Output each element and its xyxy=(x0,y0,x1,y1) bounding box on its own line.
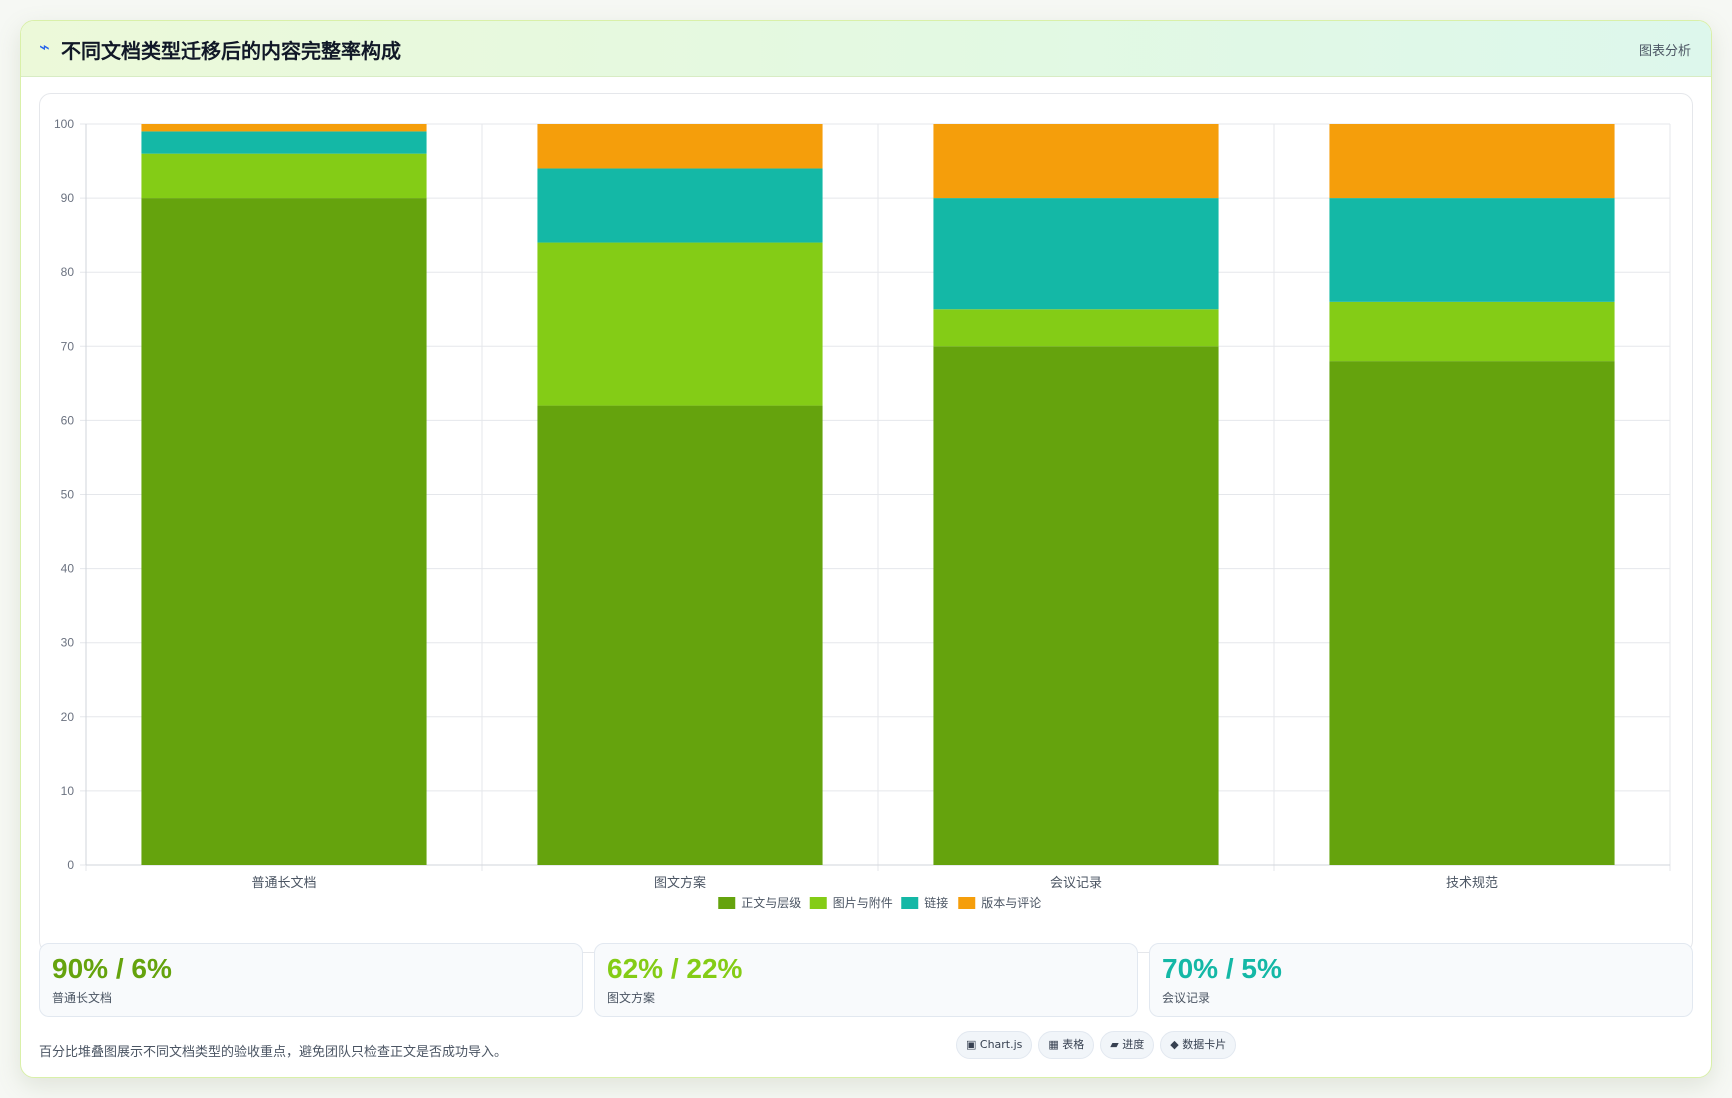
stat-value: 90% / 6% xyxy=(52,953,172,984)
stat-card: 90% / 6% 普通长文档 xyxy=(39,943,583,1017)
bar-segment xyxy=(537,124,823,169)
y-tick-label: 10 xyxy=(61,784,75,798)
y-tick-label: 90 xyxy=(61,191,75,205)
stat-value: 62% / 22% xyxy=(607,953,743,984)
y-tick-label: 30 xyxy=(61,636,75,650)
bar-segment xyxy=(1329,301,1615,362)
card-header: ⌁ 不同文档类型迁移后的内容完整率构成 图表分析 xyxy=(21,21,1711,77)
stat-label: 普通长文档 xyxy=(52,991,113,1005)
tag-chartjs[interactable]: ▣ Chart.js xyxy=(956,1031,1033,1059)
y-tick-label: 80 xyxy=(61,265,75,279)
stat-card: 62% / 22% 图文方案 xyxy=(594,943,1138,1017)
stat-label: 会议记录 xyxy=(1162,991,1211,1005)
bar-segment xyxy=(537,242,823,406)
bar-segment xyxy=(537,405,823,865)
y-tick-label: 60 xyxy=(61,413,75,427)
y-tick-label: 40 xyxy=(61,562,75,576)
tag-data-card[interactable]: ◆ 数据卡片 xyxy=(1160,1031,1237,1059)
chart-title: 不同文档类型迁移后的内容完整率构成 xyxy=(61,39,401,63)
bar-segment xyxy=(1329,198,1615,302)
legend-swatch xyxy=(718,897,736,909)
chart-footnote: 百分比堆叠图展示不同文档类型的验收重点，避免团队只检查正文是否成功导入。 xyxy=(39,1045,508,1060)
tag-progress[interactable]: ▰ 进度 xyxy=(1100,1031,1155,1059)
y-tick-label: 20 xyxy=(61,710,75,724)
bar-segment xyxy=(933,124,1219,199)
x-tick-label: 技术规范 xyxy=(1446,876,1498,891)
bar-segment xyxy=(141,124,427,132)
bar-segment xyxy=(933,346,1219,865)
stacked-bar-chart: 0 10 20 30 40 50 60 70 80 90 100 普通长文档 图文方案 会议记录 技术规范正… xyxy=(54,117,1671,910)
bar-segment xyxy=(933,309,1219,347)
bar-segment xyxy=(141,198,427,866)
tag-table[interactable]: ▦ 表格 xyxy=(1038,1031,1095,1059)
y-tick-label: 50 xyxy=(61,488,75,502)
legend-label: 链接 xyxy=(924,895,948,910)
stat-label: 图文方案 xyxy=(607,991,656,1005)
stat-cards: 90% / 6% 普通长文档 62% / 22% 图文方案 70% / 5% 会… xyxy=(39,943,1693,1017)
legend-label: 正文与层级 xyxy=(741,895,801,910)
legend-swatch xyxy=(901,897,919,909)
legend-swatch xyxy=(809,897,827,909)
chart-analysis-link[interactable]: 图表分析 xyxy=(1638,44,1691,59)
activity-icon: ⌁ xyxy=(39,37,50,58)
x-tick-label: 普通长文档 xyxy=(251,876,316,891)
legend-swatch xyxy=(958,897,976,909)
bar-segment xyxy=(933,198,1219,310)
bar-segment xyxy=(1329,124,1615,199)
x-tick-label: 图文方案 xyxy=(654,875,706,891)
bar-segment xyxy=(141,131,427,154)
y-tick-label: 0 xyxy=(67,858,74,872)
y-tick-label: 70 xyxy=(61,339,75,353)
legend-label: 图片与附件 xyxy=(833,896,893,910)
x-tick-label: 会议记录 xyxy=(1050,876,1102,891)
chart-card: ⌁ 不同文档类型迁移后的内容完整率构成 图表分析 0 10 20 30 40 50 60 70… xyxy=(20,20,1712,1078)
bar-segment xyxy=(1329,361,1615,865)
bar-segment xyxy=(537,168,823,243)
stat-value: 70% / 5% xyxy=(1162,953,1282,984)
stat-card: 70% / 5% 会议记录 xyxy=(1149,943,1693,1017)
bar-segment xyxy=(141,153,427,199)
legend-label: 版本与评论 xyxy=(981,896,1041,910)
y-tick-label: 100 xyxy=(54,117,74,131)
chart-panel: 0 10 20 30 40 50 60 70 80 90 100 普通长文档 图文方案 会议记录 技术规范正… xyxy=(39,93,1693,953)
tag-list: ▣ Chart.js ▦ 表格 ▰ 进度 ◆ 数据卡片 xyxy=(956,1031,1242,1061)
